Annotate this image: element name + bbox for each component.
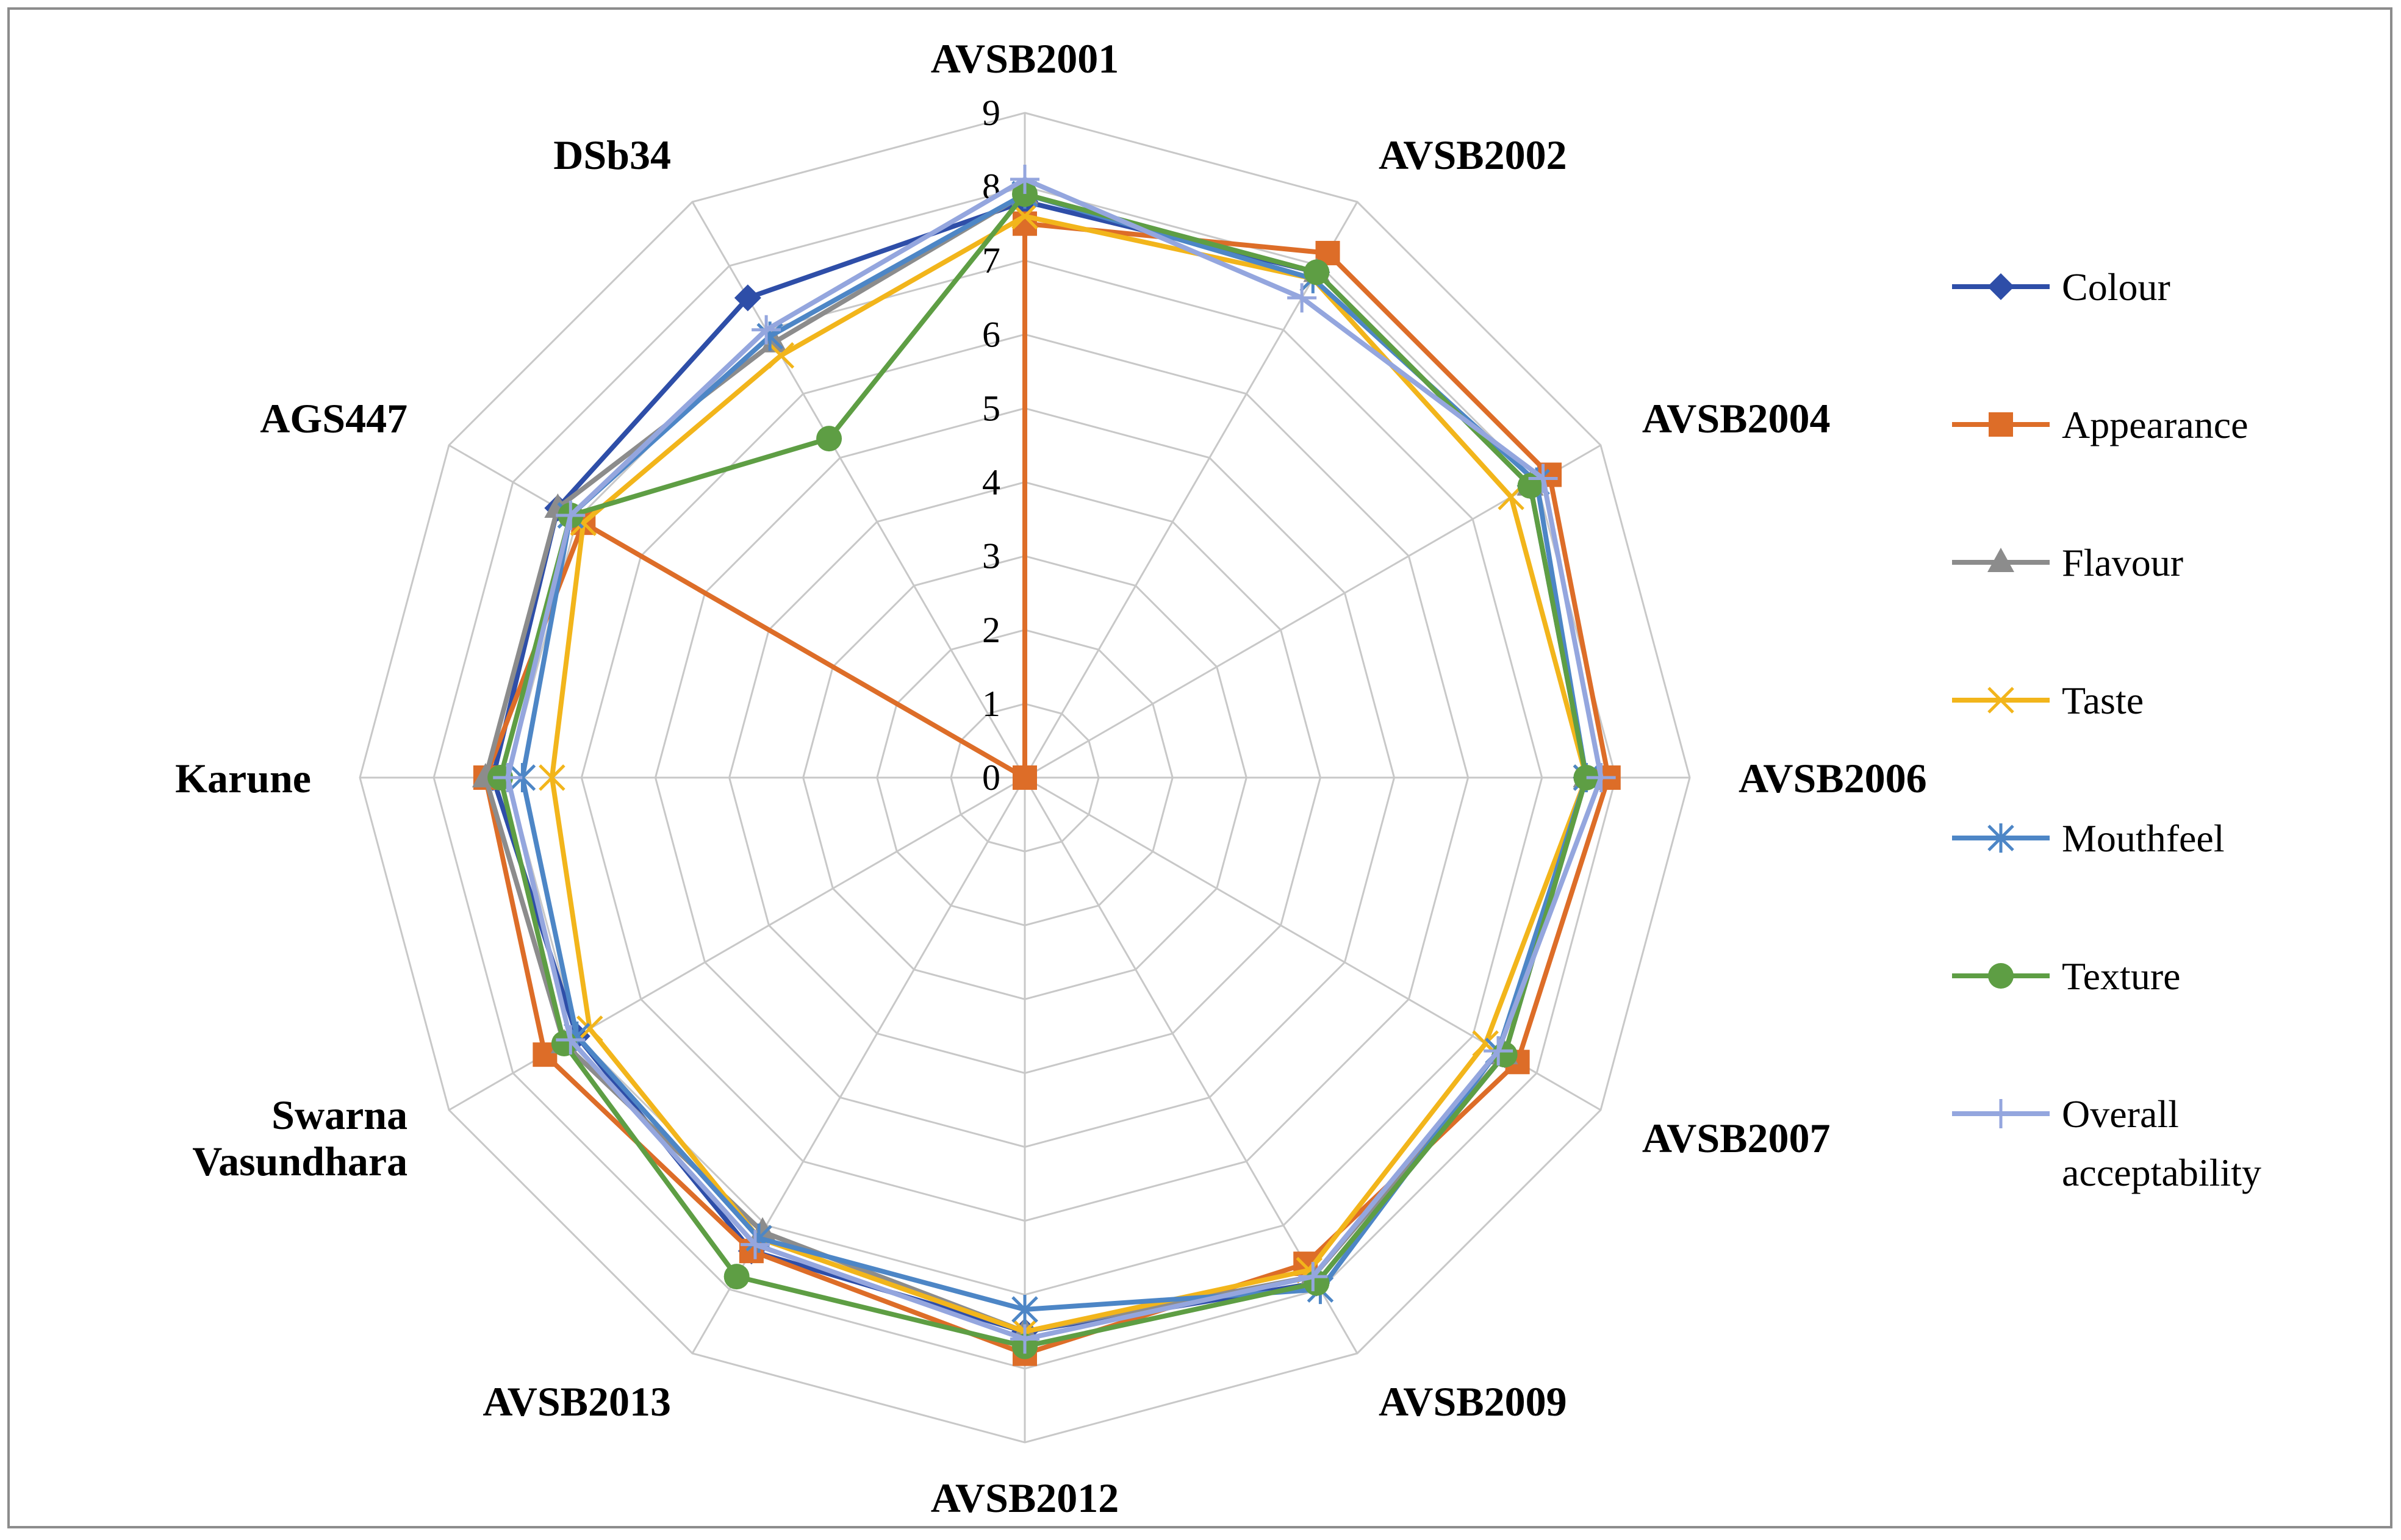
grid-spoke-2 xyxy=(1024,444,1601,779)
legend-label-line: Appearance xyxy=(2062,403,2248,446)
data-point-taste-8 xyxy=(576,1015,603,1042)
legend-item-flavour: Flavour xyxy=(1952,541,2183,584)
data-point-texture-7 xyxy=(723,1264,750,1290)
legend-marker-colour xyxy=(1987,273,2014,300)
tick-label-3: 3 xyxy=(982,536,1000,576)
data-point-mouthfeel-9 xyxy=(509,763,536,792)
category-label-10: AGS447 xyxy=(260,395,407,442)
data-point-overall-acceptability-10 xyxy=(556,501,586,531)
legend-label-appearance: Appearance xyxy=(2062,403,2248,446)
data-point-overall-acceptability-4 xyxy=(1484,1036,1513,1066)
data-point-overall-acceptability-0 xyxy=(1010,165,1039,194)
category-label-3: AVSB2006 xyxy=(1739,755,1927,801)
category-labels: AVSB2001 AVSB2002 AVSB2004 AVSB2006 AVSB2007… xyxy=(175,35,1927,1521)
legend-label-overall-acceptability: Overall acceptability xyxy=(2062,1092,2261,1194)
tick-label-4: 4 xyxy=(982,462,1000,503)
series-layer xyxy=(472,165,1621,1366)
legend-marker-appearance xyxy=(1989,412,2013,437)
category-label-line: Vasundhara xyxy=(192,1138,407,1184)
tick-label-2: 2 xyxy=(982,610,1000,650)
data-point-overall-acceptability-9 xyxy=(493,763,523,792)
category-label-7: AVSB2013 xyxy=(483,1378,671,1425)
legend-label-colour: Colour xyxy=(2062,265,2170,309)
legend-label-line: Taste xyxy=(2062,679,2144,722)
category-label-0: AVSB2001 xyxy=(931,35,1119,82)
category-label-9: Karune xyxy=(175,755,311,801)
legend-label-line: Flavour xyxy=(2062,541,2183,584)
legend-label-line: Overall xyxy=(2062,1092,2179,1136)
chart-border xyxy=(7,7,2392,1528)
data-point-texture-11 xyxy=(816,426,842,452)
legend-marker-flavour xyxy=(1987,548,2014,572)
data-point-colour-11 xyxy=(734,284,761,312)
legend-item-colour: Colour xyxy=(1952,265,2170,309)
category-label-8: Swarna Vasundhara xyxy=(192,1092,407,1184)
data-point-overall-acceptability-3 xyxy=(1586,763,1616,792)
legend-marker-overall-acceptability xyxy=(1986,1099,2015,1128)
category-label-11: DSb34 xyxy=(553,132,671,178)
data-point-overall-acceptability-7 xyxy=(740,1230,770,1259)
legend-item-texture: Texture xyxy=(1952,954,2181,998)
data-point-overall-acceptability-1 xyxy=(1287,283,1317,313)
data-point-texture-3 xyxy=(1573,765,1599,790)
data-point-texture-1 xyxy=(1304,259,1330,285)
data-point-overall-acceptability-6 xyxy=(1010,1324,1039,1354)
legend-label-taste: Taste xyxy=(2062,679,2144,722)
legend-label-texture: Texture xyxy=(2062,954,2181,998)
legend-label-flavour: Flavour xyxy=(2062,541,2183,584)
legend-label-line: acceptability xyxy=(2062,1151,2261,1194)
tick-label-6: 6 xyxy=(982,314,1000,354)
data-point-texture-0 xyxy=(1012,181,1038,207)
data-point-taste-9 xyxy=(539,764,565,791)
data-point-overall-acceptability-11 xyxy=(752,315,781,345)
tick-label-5: 5 xyxy=(982,388,1000,428)
data-point-overall-acceptability-8 xyxy=(556,1025,586,1055)
category-label-6: AVSB2012 xyxy=(931,1475,1119,1521)
category-label-2: AVSB2004 xyxy=(1642,395,1831,442)
data-point-overall-acceptability-2 xyxy=(1528,464,1558,493)
legend-marker-mouthfeel xyxy=(1987,823,2014,853)
category-label-line: Swarna xyxy=(271,1092,407,1138)
category-label-5: AVSB2009 xyxy=(1379,1378,1567,1425)
legend-label-line: Mouthfeel xyxy=(2062,817,2225,860)
legend-label-line: Colour xyxy=(2062,265,2170,309)
category-label-4: AVSB2007 xyxy=(1642,1115,1831,1161)
data-point-appearance-11 xyxy=(1013,765,1037,790)
legend-item-overall-acceptability: Overall acceptability xyxy=(1952,1092,2261,1194)
legend-marker-texture xyxy=(1988,963,2014,989)
legend: Colour Appearance Flavour Taste Mouthfeel Tex… xyxy=(1952,265,2261,1194)
legend-item-taste: Taste xyxy=(1952,679,2144,722)
legend-label-mouthfeel: Mouthfeel xyxy=(2062,817,2225,860)
series-overall-acceptability xyxy=(493,165,1616,1354)
tick-label-9: 9 xyxy=(982,93,1000,133)
legend-item-appearance: Appearance xyxy=(1952,403,2248,446)
data-point-mouthfeel-6 xyxy=(1011,1295,1038,1324)
legend-item-mouthfeel: Mouthfeel xyxy=(1952,817,2225,860)
category-label-1: AVSB2002 xyxy=(1379,132,1567,178)
data-point-taste-11 xyxy=(767,342,795,369)
tick-label-1: 1 xyxy=(982,684,1000,724)
legend-marker-taste xyxy=(1987,687,2014,714)
data-point-overall-acceptability-5 xyxy=(1298,1262,1328,1292)
legend-label-line: Texture xyxy=(2062,954,2181,998)
